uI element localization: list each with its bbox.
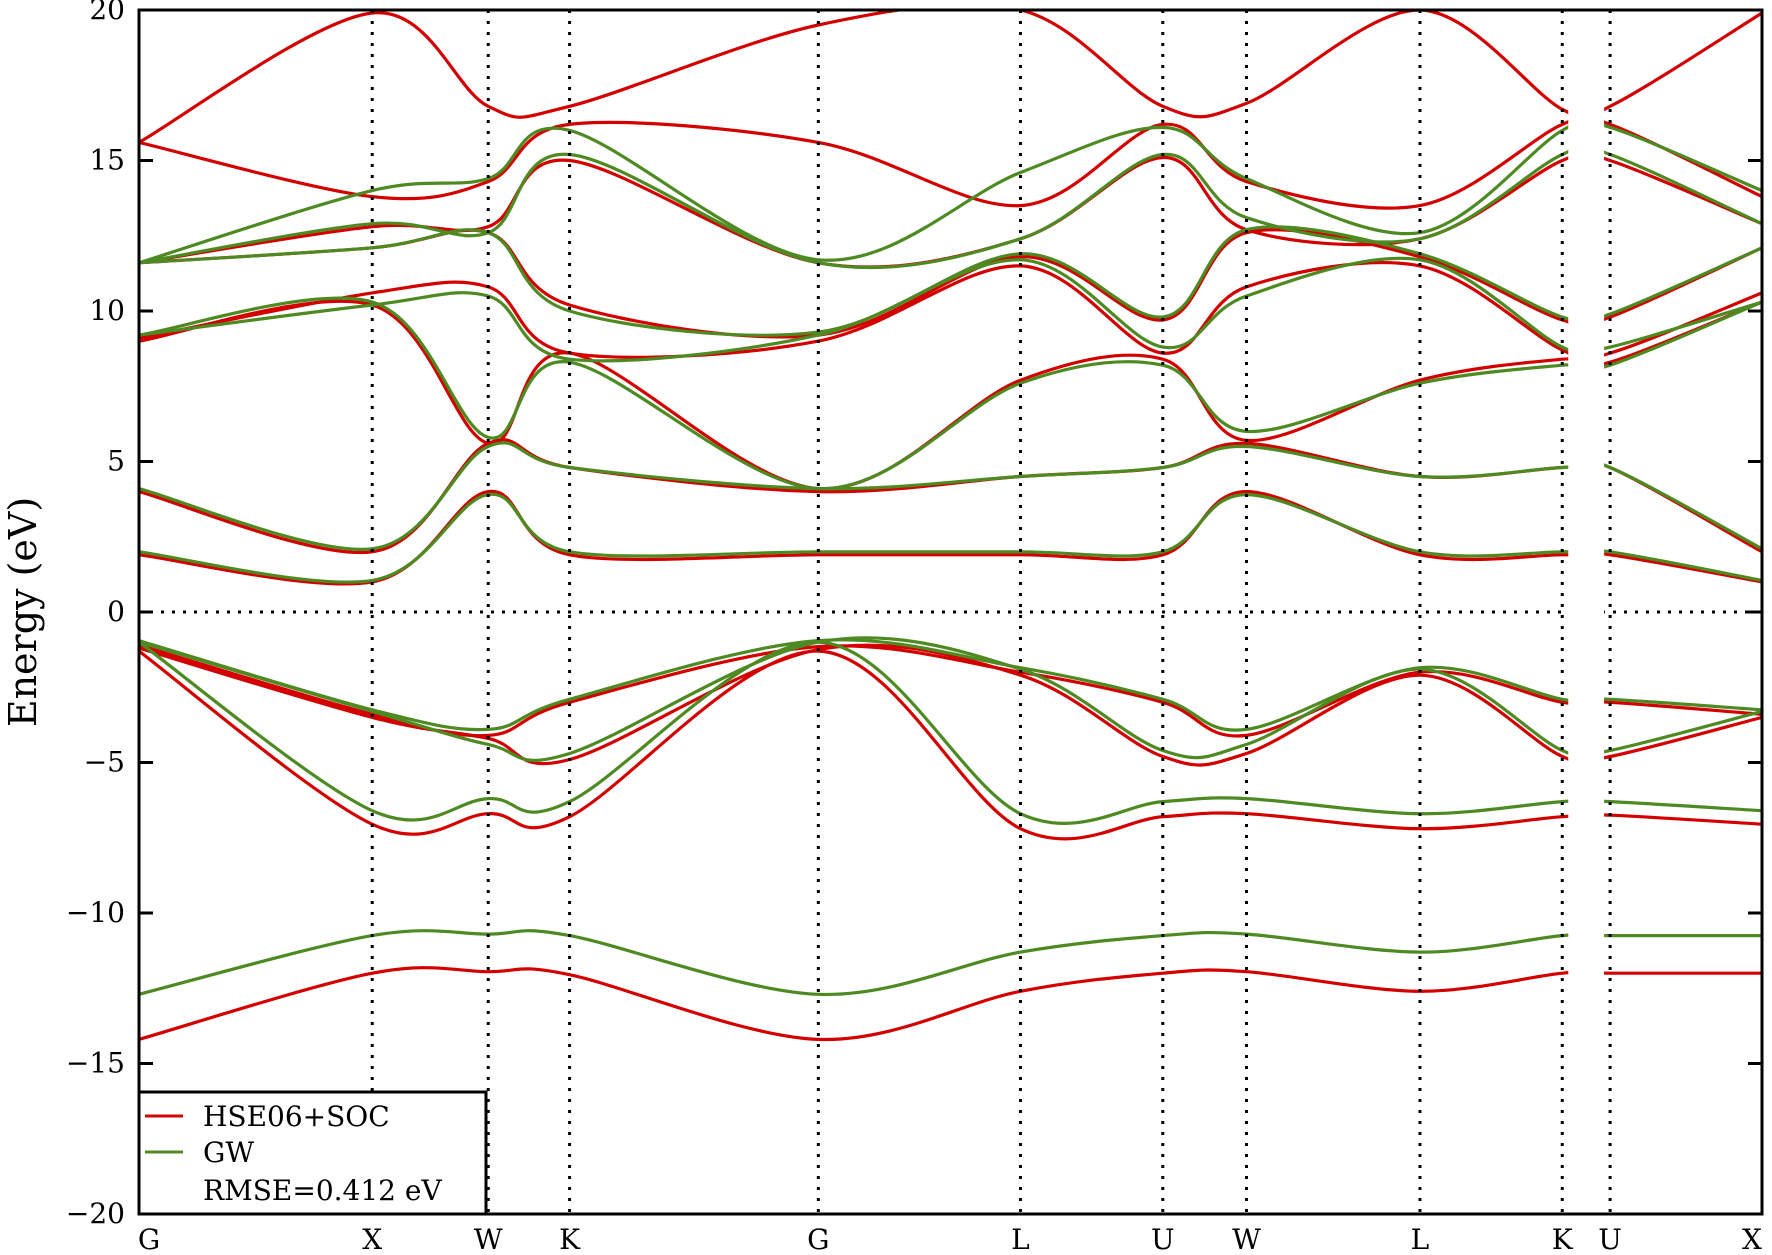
band-line: [139, 143, 1762, 270]
band-line: [139, 256, 1762, 363]
band-line: [139, 636, 1762, 762]
x-tick-label: W: [1232, 1223, 1261, 1255]
band-line: [139, 643, 1762, 738]
x-tick-label: G: [807, 1223, 829, 1255]
band-line: [139, 225, 1762, 337]
band-line: [139, 649, 1762, 841]
y-tick-label: −20: [66, 1197, 125, 1230]
band-line: [139, 299, 1762, 491]
band-line: [139, 441, 1762, 551]
band-line: [139, 929, 1762, 996]
y-axis: −20 −15 −10 −5 0 5 10 15 20: [66, 0, 1762, 1230]
x-tick-label: X: [1742, 1223, 1762, 1255]
x-tick-label: K: [1552, 1223, 1574, 1255]
band-line: [139, 116, 1762, 265]
band-line: [139, 261, 1762, 363]
legend-box: [137, 1090, 488, 1216]
band-line: [139, 113, 1762, 210]
y-tick-label: −15: [66, 1047, 125, 1080]
legend: HSE06+SOC GW RMSE=0.412 eV: [137, 1090, 488, 1216]
band-line: [139, 296, 1762, 491]
x-tick-label: U: [1151, 1223, 1175, 1255]
path-gap: [1568, 12, 1605, 1212]
legend-label-hse06: HSE06+SOC: [203, 1100, 390, 1133]
band-line: [139, 10, 1762, 144]
band-line: [139, 638, 1762, 732]
band-line: [139, 492, 1762, 584]
x-tick-label: W: [474, 1223, 503, 1255]
legend-rmse-note: RMSE=0.412 eV: [203, 1174, 442, 1207]
band-line: [139, 438, 1762, 555]
y-tick-label: 15: [89, 144, 125, 177]
y-tick-label: 0: [107, 595, 125, 628]
y-axis-label: Energy (eV): [1, 497, 45, 727]
x-tick-label: L: [1011, 1223, 1030, 1255]
band-line: [139, 966, 1762, 1042]
series-hse06-soc: [139, 10, 1762, 1042]
legend-label-gw: GW: [203, 1136, 254, 1169]
y-tick-label: −5: [84, 746, 125, 779]
x-tick-label: L: [1411, 1223, 1430, 1255]
y-tick-label: 5: [107, 445, 125, 478]
bands-layer: [139, 10, 1762, 1042]
x-tick-label: X: [362, 1223, 382, 1255]
x-tick-label: G: [138, 1223, 160, 1255]
y-tick-label: 10: [89, 294, 125, 327]
y-tick-label: 20: [89, 0, 125, 26]
x-tick-label: U: [1598, 1223, 1622, 1255]
x-tick-label: K: [559, 1223, 581, 1255]
band-line: [139, 489, 1762, 586]
series-gw: [139, 116, 1762, 996]
y-tick-label: −10: [66, 896, 125, 929]
band-line: [139, 640, 1762, 825]
kpoint-lines: [370, 10, 1612, 1214]
